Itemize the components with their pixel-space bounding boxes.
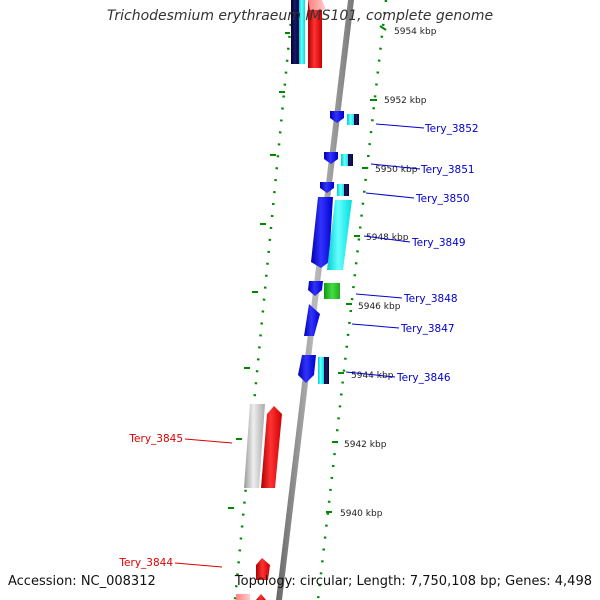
outer-track-left [233, 0, 295, 600]
gene-label-tery-3846: Tery_3846 [396, 372, 451, 384]
gene-glyph-tery-3851 [324, 152, 353, 166]
map-title: Trichodesmium erythraeum IMS101, complet… [106, 8, 494, 24]
kbp-label-5946: 5946 kbp [358, 302, 401, 312]
kbp-label-5952: 5952 kbp [384, 96, 427, 106]
gene-glyph-tery-3847 [304, 304, 320, 336]
left-tick-marks [228, 32, 290, 509]
gene-label-tery-3848: Tery_3848 [403, 293, 458, 305]
gene-label-tery-3852: Tery_3852 [424, 123, 479, 135]
genome-backbone [276, 0, 354, 600]
gene-label-tery-3849: Tery_3849 [411, 237, 466, 249]
gene-label-tery-3847: Tery_3847 [400, 323, 455, 335]
genome-summary-text: Topology: circular; Length: 7,750,108 bp… [234, 574, 592, 589]
gene-glyph-tery-3852 [330, 111, 359, 125]
gene-label-tery-3844: Tery_3844 [118, 557, 173, 569]
outer-track-right [316, 0, 388, 600]
kbp-label-5942: 5942 kbp [344, 440, 387, 450]
kbp-label-5944: 5944 kbp [351, 371, 394, 381]
kbp-label-5948: 5948 kbp [366, 233, 409, 243]
gene-glyph-tery-3844 [236, 558, 270, 600]
gene-glyph-tery-3848 [308, 281, 340, 299]
kbp-label-5940: 5940 kbp [340, 509, 383, 519]
gene-label-tery-3851: Tery_3851 [420, 164, 475, 176]
kbp-label-5954: 5954 kbp [394, 27, 437, 37]
accession-text: Accession: NC_008312 [8, 574, 156, 589]
scale-ticks: 5954 kbp 5952 kbp 5950 kbp 5948 kbp 5946… [326, 25, 437, 519]
gene-top-cluster [291, 0, 326, 68]
gene-glyph-tery-3845 [244, 404, 282, 488]
gene-glyph-tery-3846 [298, 355, 329, 384]
gene-leader-lines [174, 123, 425, 568]
kbp-label-5950: 5950 kbp [375, 165, 418, 175]
gene-label-tery-3845: Tery_3845 [128, 433, 183, 445]
gene-label-tery-3850: Tery_3850 [415, 193, 470, 205]
gene-labels: Tery_3852 Tery_3851 Tery_3850 Tery_3849 … [118, 123, 478, 569]
gene-glyph-tery-3849 [311, 197, 352, 270]
gene-glyph-tery-3850 [320, 182, 349, 196]
